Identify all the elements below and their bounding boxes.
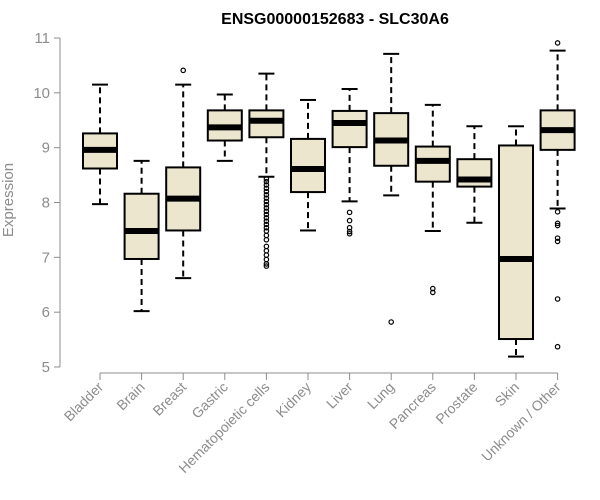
x-tick-label: Brain — [113, 379, 147, 413]
x-tick-label: Skin — [492, 379, 523, 410]
box-pancreas — [414, 103, 451, 296]
outlier-point — [346, 217, 353, 224]
y-tick-label: 10 — [33, 85, 50, 102]
outlier-point — [554, 209, 561, 215]
y-axis-label: Expression — [0, 163, 17, 237]
box-skin — [498, 125, 534, 358]
iqr-box — [290, 137, 326, 194]
outlier-point — [263, 195, 270, 201]
outlier-point — [554, 296, 561, 302]
outlier-point — [263, 261, 270, 267]
y-tick-label: 7 — [42, 249, 50, 266]
outlier-point — [263, 224, 270, 231]
outlier-point — [263, 221, 270, 228]
y-tick-label: 6 — [42, 304, 50, 321]
iqr-box — [456, 158, 493, 188]
outlier-point — [346, 230, 353, 237]
outlier-point — [263, 218, 270, 224]
x-tick-label: Breast — [149, 379, 189, 419]
outlier-point — [263, 211, 270, 218]
outlier-point — [263, 208, 270, 215]
outlier-point — [429, 289, 436, 296]
iqr-box — [498, 144, 534, 341]
outlier-point — [554, 222, 561, 229]
box-gastric — [206, 93, 243, 162]
outlier-point — [263, 232, 270, 239]
outlier-point — [554, 238, 561, 245]
outlier-point — [263, 192, 270, 198]
outlier-point — [554, 235, 561, 241]
box-hematopoietic-cells — [248, 72, 285, 269]
y-tick-label: 9 — [42, 140, 50, 157]
outlier-point — [346, 209, 353, 216]
box-brain — [123, 159, 160, 313]
outlier-point — [263, 263, 270, 269]
y-axis: 5 6 7 8 9 10 11 — [33, 30, 61, 376]
box-liver — [331, 87, 368, 237]
outlier-point — [263, 188, 270, 195]
iqr-box — [123, 192, 160, 260]
outlier-point — [263, 205, 270, 211]
outlier-point — [263, 247, 270, 254]
box-prostate — [456, 125, 493, 224]
x-tick-label: Unknown / Other — [478, 379, 564, 465]
outlier-point — [263, 252, 270, 258]
outlier-point — [263, 236, 270, 243]
box-bladder — [82, 83, 118, 206]
box-lung — [373, 52, 410, 325]
outlier-point — [554, 343, 561, 350]
chart-title: ENSG00000152683 - SLC30A6 — [221, 11, 449, 28]
outlier-point — [263, 182, 270, 188]
x-tick-label: Lung — [364, 379, 397, 412]
outlier-point — [554, 40, 561, 46]
box-unknown-other — [539, 40, 576, 350]
y-tick-label: 5 — [42, 359, 50, 376]
outlier-point — [388, 319, 395, 325]
outlier-point — [263, 178, 270, 185]
outlier-point — [554, 220, 561, 227]
iqr-box — [248, 109, 285, 139]
y-tick-label: 11 — [34, 30, 50, 47]
outlier-point — [263, 176, 270, 182]
iqr-box — [414, 145, 451, 183]
outlier-point — [263, 201, 270, 208]
x-tick-label: Prostate — [432, 379, 480, 427]
x-tick-label: Liver — [323, 379, 356, 412]
outlier-point — [346, 228, 353, 235]
outlier-point — [180, 67, 187, 74]
iqr-box — [331, 109, 368, 149]
outlier-point — [263, 185, 270, 192]
outlier-point — [263, 256, 270, 263]
box-breast — [165, 67, 202, 280]
outlier-point — [263, 198, 270, 205]
outlier-point — [263, 243, 270, 250]
x-tick-label: Bladder — [61, 379, 107, 425]
x-tick-label: Kidney — [273, 379, 315, 421]
box-kidney — [290, 98, 326, 232]
outlier-point — [263, 215, 270, 221]
y-tick-label: 8 — [42, 195, 50, 212]
box-series — [82, 40, 576, 358]
